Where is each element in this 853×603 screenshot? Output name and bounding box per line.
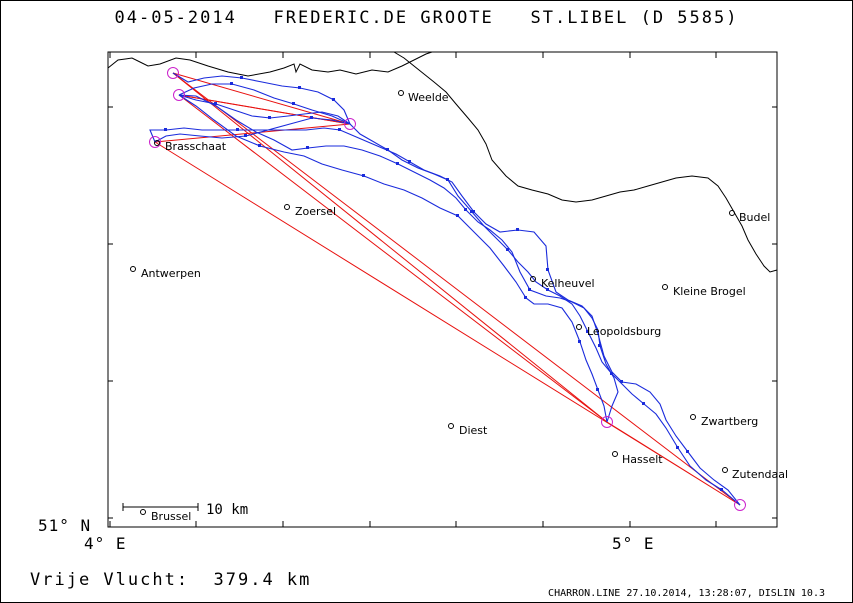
town-kelheuvel-label: Kelheuvel xyxy=(541,277,595,290)
town-brussel-marker xyxy=(140,509,146,515)
town-zoersel-label: Zoersel xyxy=(295,205,336,218)
town-hasselt-marker xyxy=(612,451,618,457)
town-zwartberg-label: Zwartberg xyxy=(701,415,758,428)
town-weelde-marker xyxy=(398,90,404,96)
national-border xyxy=(107,51,778,273)
town-zwartberg-marker xyxy=(690,414,696,420)
town-budel-marker xyxy=(729,210,735,216)
task-lines xyxy=(154,72,741,506)
turnpoint-1 xyxy=(167,67,179,79)
latitude-label: 51° N xyxy=(38,516,92,535)
town-leopoldsburg-label: Leopoldsburg xyxy=(587,325,661,338)
town-brussel-label: Brussel xyxy=(151,510,191,523)
turnpoint-5 xyxy=(601,416,613,428)
turnpoint-3 xyxy=(344,118,356,130)
scale-bar xyxy=(122,503,199,511)
turnpoint-6 xyxy=(734,499,746,511)
page-title: 04-05-2014 FREDERIC.DE GROOTE ST.LIBEL (… xyxy=(114,8,739,28)
track-fix-markers xyxy=(164,76,723,491)
town-zutendaal-marker xyxy=(722,467,728,473)
longitude-label-5e: 5° E xyxy=(612,534,655,553)
town-brasschaat-label: Brasschaat xyxy=(165,140,227,153)
town-kelheuvel-marker xyxy=(530,276,536,282)
free-flight-distance: Vrije Vlucht: 379.4 km xyxy=(30,570,312,590)
longitude-label-4e: 4° E xyxy=(84,534,127,553)
town-diest-marker xyxy=(448,423,454,429)
town-kleine-brogel-label: Kleine Brogel xyxy=(673,285,746,298)
turnpoint-2 xyxy=(173,89,185,101)
town-zoersel-marker xyxy=(284,204,290,210)
turnpoint-markers xyxy=(149,67,746,511)
town-antwerpen-label: Antwerpen xyxy=(141,267,201,280)
town-kleine-brogel-marker xyxy=(662,284,668,290)
flight-track xyxy=(149,72,741,506)
town-antwerpen-marker xyxy=(130,266,136,272)
town-zutendaal-label: Zutendaal xyxy=(732,468,788,481)
town-hasselt-label: Hasselt xyxy=(622,453,663,466)
town-leopoldsburg-marker xyxy=(576,324,582,330)
axis-ticks xyxy=(108,52,777,527)
turnpoint-4 xyxy=(149,136,161,148)
town-brasschaat-marker xyxy=(154,140,160,146)
program-credit: CHARRON.LINE 27.10.2014, 13:28:07, DISLI… xyxy=(548,588,825,599)
town-diest-label: Diest xyxy=(459,424,488,437)
plot-area xyxy=(107,51,778,528)
town-budel-label: Budel xyxy=(739,211,770,224)
town-weelde-label: Weelde xyxy=(408,91,449,104)
scale-bar-label: 10 km xyxy=(206,502,248,518)
